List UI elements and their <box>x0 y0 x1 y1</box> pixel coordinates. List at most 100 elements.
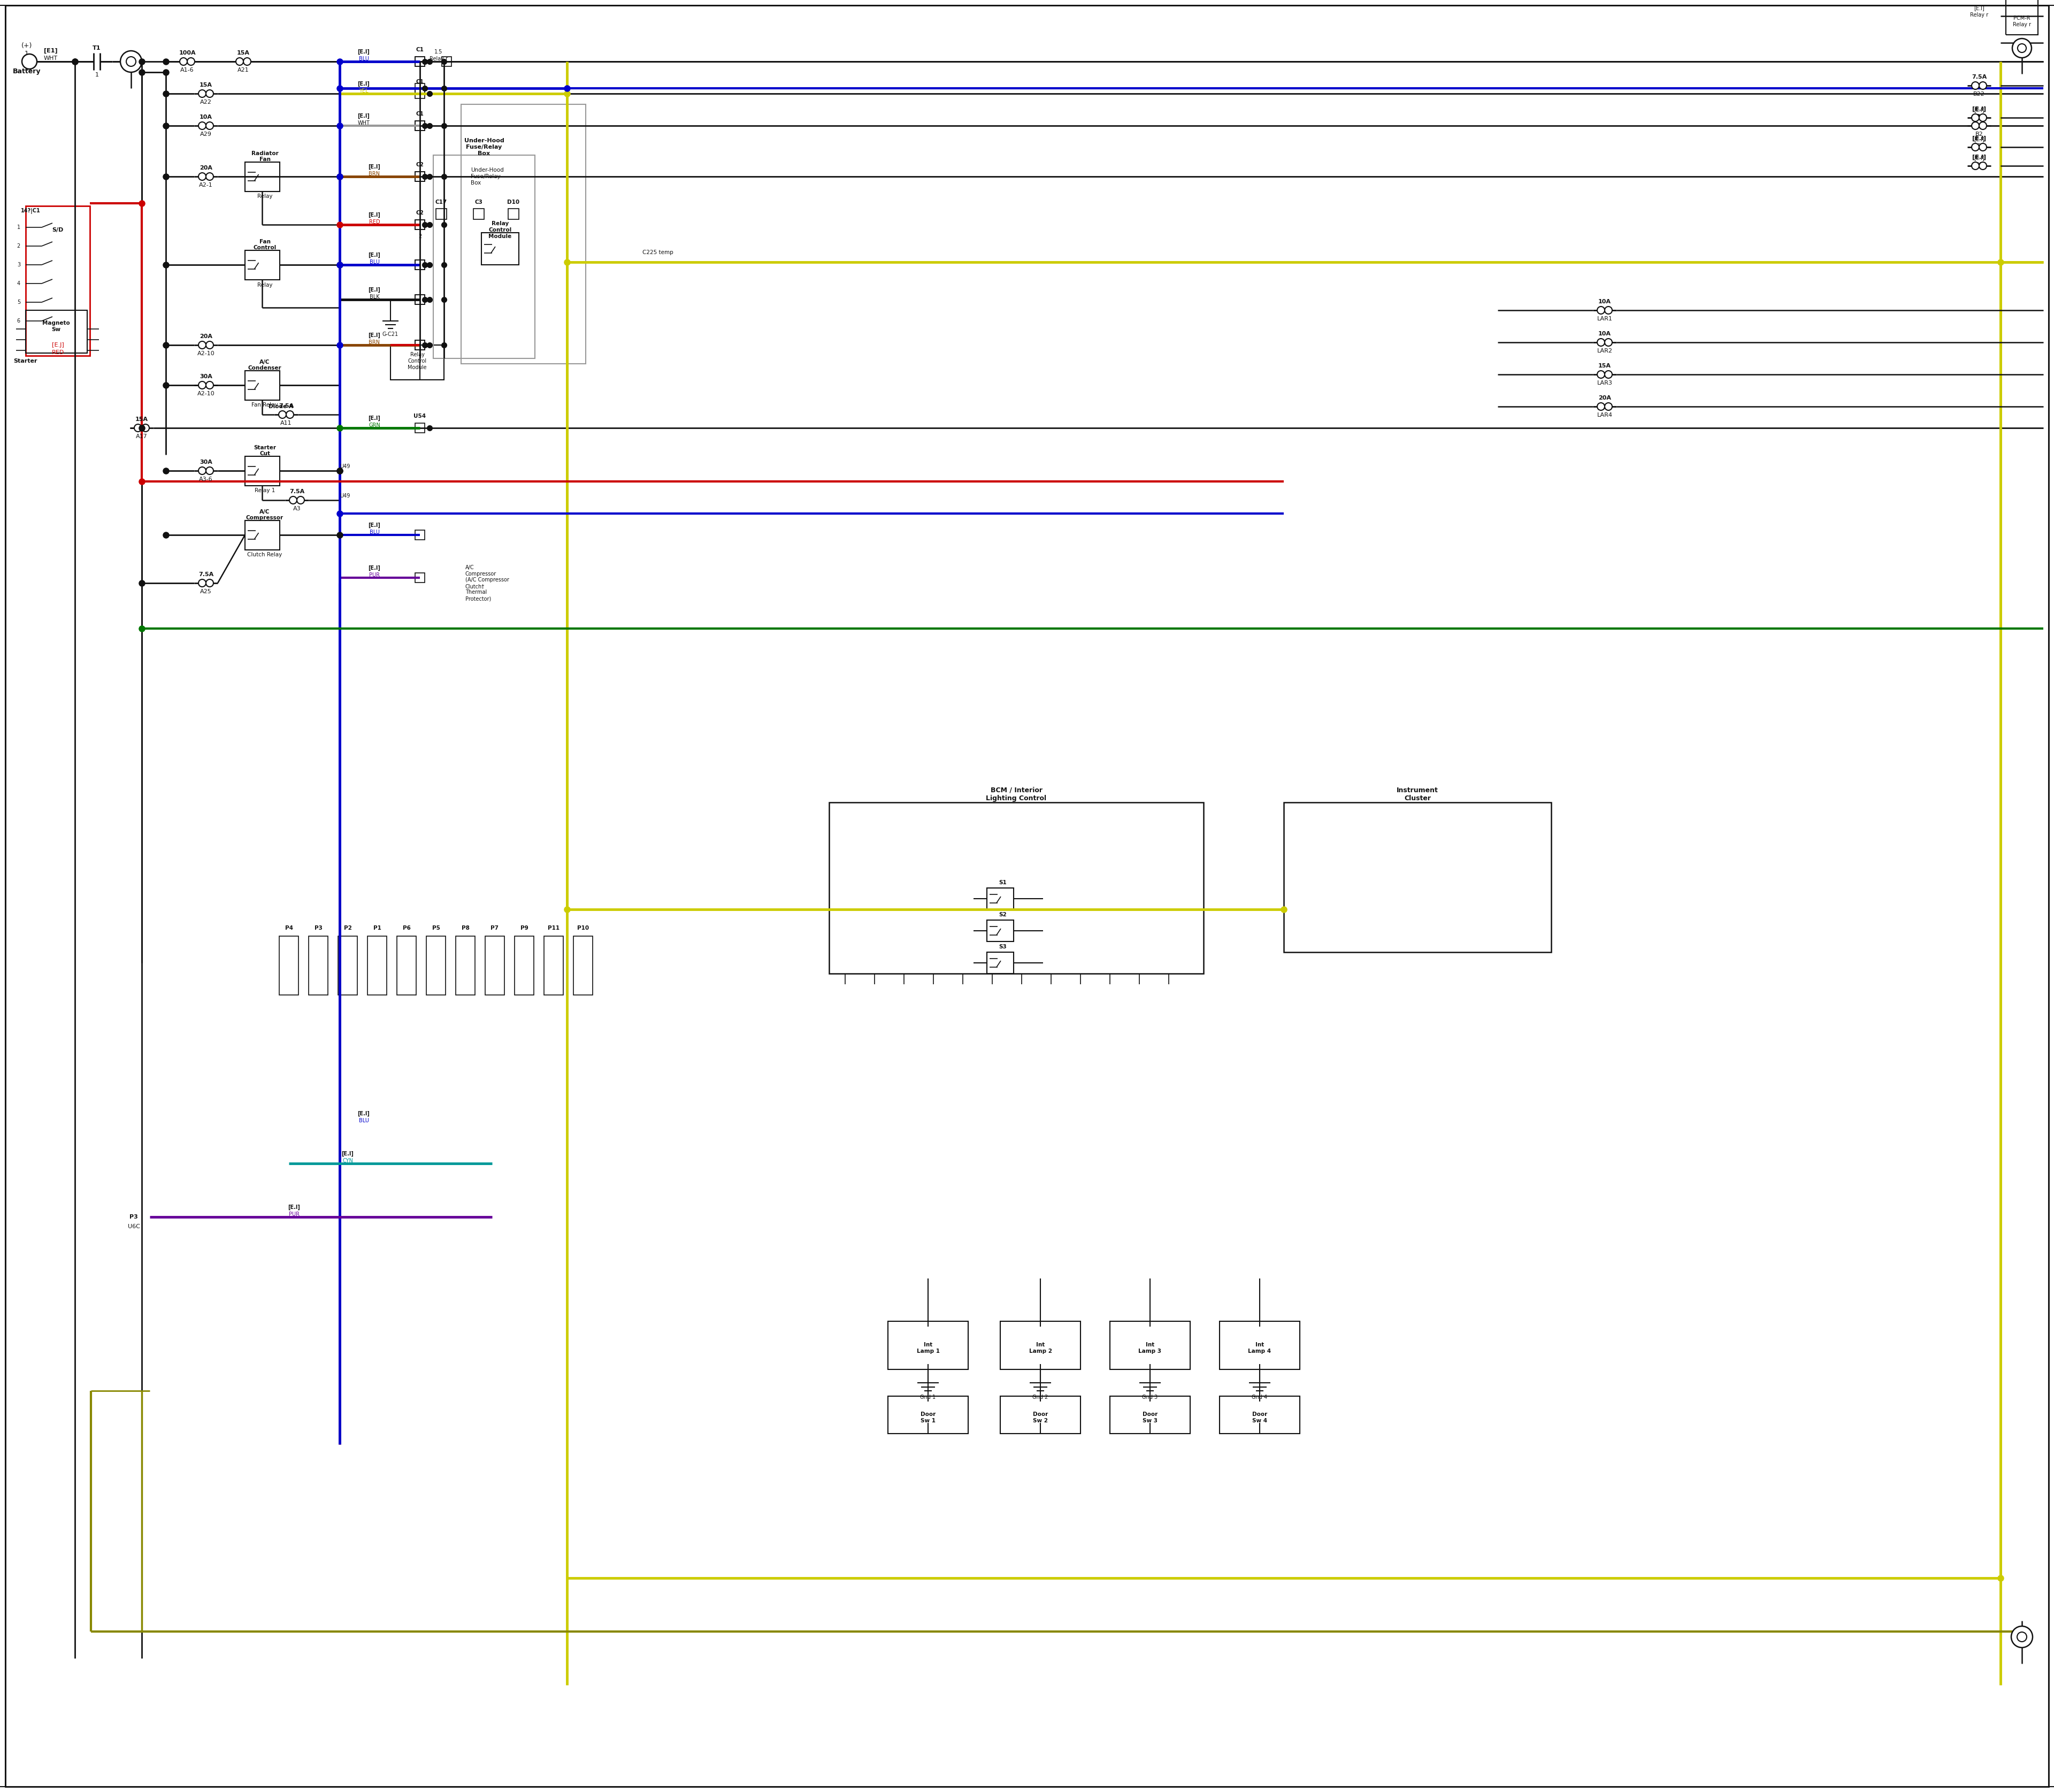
Text: A2-1: A2-1 <box>199 183 214 188</box>
Circle shape <box>1980 161 1986 170</box>
Bar <box>573 935 594 995</box>
Circle shape <box>205 172 214 181</box>
Text: P5: P5 <box>431 925 440 930</box>
Text: 7.5A: 7.5A <box>279 403 294 409</box>
Text: 1: 1 <box>16 224 21 229</box>
Text: BLU: BLU <box>370 530 380 536</box>
Text: 20A: 20A <box>1598 396 1610 401</box>
Text: P7: P7 <box>491 925 499 930</box>
Bar <box>1000 1321 1080 1369</box>
Text: Relay 1: Relay 1 <box>255 487 275 493</box>
Bar <box>390 346 444 380</box>
Text: BRN: BRN <box>1974 115 1984 120</box>
Bar <box>516 935 534 995</box>
Bar <box>472 208 485 219</box>
Bar <box>415 220 425 229</box>
Bar <box>415 260 425 269</box>
Text: A3-6: A3-6 <box>199 477 214 482</box>
Bar <box>887 1321 967 1369</box>
Text: 2: 2 <box>419 233 421 238</box>
Text: RED: RED <box>51 349 64 355</box>
Text: Starter: Starter <box>14 358 37 364</box>
Bar <box>830 803 1204 973</box>
Text: Under-Hood
Fuse/Relay
Box: Under-Hood Fuse/Relay Box <box>470 168 503 185</box>
Text: [E.I]: [E.I] <box>1972 106 1986 111</box>
Bar <box>1109 1321 1189 1369</box>
Bar <box>507 208 520 219</box>
Circle shape <box>134 425 142 432</box>
Bar <box>415 172 425 181</box>
Circle shape <box>1604 339 1612 346</box>
Text: G-C21: G-C21 <box>382 332 398 337</box>
Text: Gnd 4: Gnd 4 <box>1251 1394 1267 1400</box>
Text: 10A: 10A <box>1598 332 1610 337</box>
Text: 10A: 10A <box>199 115 212 120</box>
Text: A22: A22 <box>199 100 212 106</box>
Text: 5: 5 <box>16 299 21 305</box>
Bar <box>415 120 425 131</box>
Text: 10A: 10A <box>1972 115 1986 120</box>
Circle shape <box>1604 306 1612 314</box>
Circle shape <box>1972 82 1980 90</box>
Text: LAR2: LAR2 <box>1596 348 1612 353</box>
Text: PUR: PUR <box>290 1211 300 1217</box>
Circle shape <box>286 410 294 418</box>
Text: Gnd 1: Gnd 1 <box>920 1394 937 1400</box>
Text: S2: S2 <box>998 912 1006 918</box>
Circle shape <box>199 172 205 181</box>
Circle shape <box>199 90 205 97</box>
Text: [E.I]: [E.I] <box>368 333 380 339</box>
Text: [E.I]: [E.I] <box>1972 136 1986 142</box>
Text: A11: A11 <box>281 421 292 426</box>
Text: [E.I]: [E.I] <box>1974 5 1984 11</box>
Text: PK..: PK.. <box>1974 161 1984 167</box>
Text: 7.5A: 7.5A <box>1972 73 1986 79</box>
Text: C2: C2 <box>415 210 423 215</box>
Text: [E.I]: [E.I] <box>1974 156 1984 161</box>
Text: Gnd 3: Gnd 3 <box>1142 1394 1158 1400</box>
Bar <box>244 251 279 280</box>
Text: U6C: U6C <box>127 1224 140 1229</box>
Text: WHT: WHT <box>43 56 58 61</box>
Circle shape <box>236 57 242 65</box>
Circle shape <box>1980 82 1986 90</box>
Bar <box>415 84 425 93</box>
Text: A3: A3 <box>294 505 300 511</box>
Text: LAR1: LAR1 <box>1596 315 1612 321</box>
Text: B1: B1 <box>1976 124 1982 129</box>
Text: Relay
Control
Module: Relay Control Module <box>489 220 511 238</box>
Circle shape <box>290 496 298 504</box>
Text: P6: P6 <box>403 925 411 930</box>
Bar <box>279 935 298 995</box>
Text: 14?|C1: 14?|C1 <box>21 208 41 215</box>
Text: Relay
Control
Module: Relay Control Module <box>409 353 427 369</box>
Text: U54: U54 <box>413 414 425 419</box>
Text: P8: P8 <box>462 925 468 930</box>
Bar <box>415 57 425 66</box>
Bar <box>435 208 446 219</box>
Circle shape <box>2011 1625 2033 1647</box>
Text: [E.I]: [E.I] <box>357 48 370 54</box>
Bar <box>442 57 452 66</box>
Text: [E.I]: [E.I] <box>368 211 380 219</box>
Bar <box>25 206 90 357</box>
Text: A17: A17 <box>136 434 148 439</box>
Text: C2: C2 <box>415 161 423 167</box>
Text: WHT: WHT <box>357 120 370 125</box>
Text: Relay: Relay <box>257 194 273 199</box>
Text: 1.5: 1.5 <box>435 48 444 54</box>
Text: B2: B2 <box>1976 131 1982 136</box>
Text: Int
Lamp 1: Int Lamp 1 <box>916 1342 939 1353</box>
Text: LAR4: LAR4 <box>1596 412 1612 418</box>
Text: P3: P3 <box>129 1215 138 1220</box>
Bar <box>415 220 425 229</box>
Text: 100A: 100A <box>179 50 195 56</box>
Text: 30A: 30A <box>199 375 212 380</box>
Circle shape <box>205 468 214 475</box>
Text: P1: P1 <box>374 925 382 930</box>
Circle shape <box>1980 143 1986 151</box>
Text: C1: C1 <box>415 47 423 52</box>
Text: 7.5A: 7.5A <box>290 489 304 495</box>
Text: CYN: CYN <box>343 1158 353 1163</box>
Text: S1: S1 <box>998 880 1006 885</box>
